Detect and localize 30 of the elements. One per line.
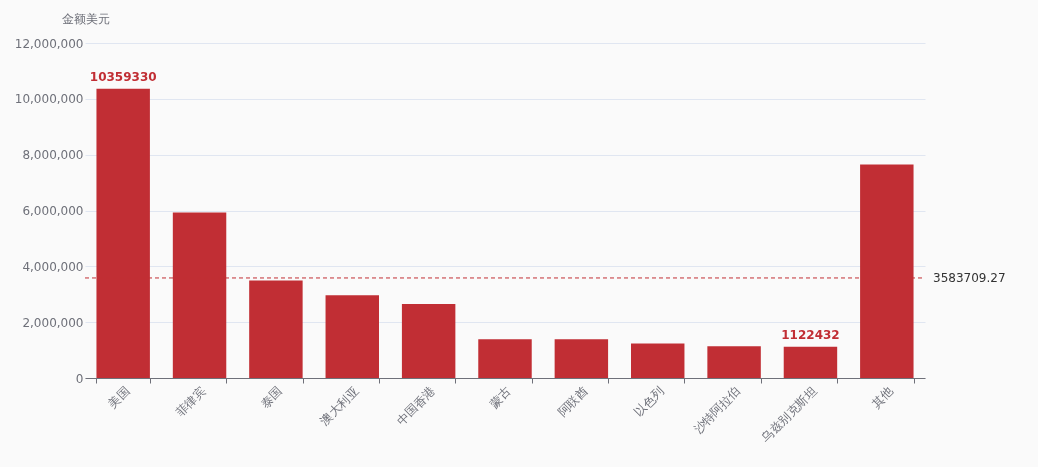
x-tick-label: 以色列	[631, 384, 667, 420]
y-tick-label: 6,000,000	[22, 204, 84, 218]
y-tick-label: 2,000,000	[22, 315, 84, 330]
x-tick-label: 菲律宾	[173, 384, 209, 420]
ref-line-label: 3583709.27	[933, 270, 1006, 285]
x-tick-label: 乌兹别克斯坦	[758, 384, 820, 445]
y-tick-label: 10,000,000	[14, 92, 84, 107]
bar	[707, 346, 761, 378]
x-tick-label: 阿联酋	[554, 384, 591, 420]
x-tick-label: 其他	[868, 384, 896, 411]
x-tick-label: 蒙古	[487, 384, 514, 411]
bar	[554, 339, 609, 378]
bar	[631, 343, 685, 378]
x-tick-label: 澳大利亚	[317, 384, 362, 428]
annotation: 1122432	[781, 327, 840, 342]
x-tick-label: 美国	[105, 384, 133, 411]
x-tick-label: 沙特阿拉伯	[690, 384, 744, 437]
y-tick-label: 0	[75, 371, 84, 386]
annotation: 10359330	[89, 69, 157, 84]
y-tick-label: 4,000,000	[22, 259, 84, 274]
x-tick-label: 中国香港	[393, 384, 438, 428]
y-tick-label: 8,000,000	[22, 148, 84, 163]
y-tick-label: 12,000,000	[14, 36, 84, 51]
bar	[783, 346, 838, 378]
bar	[478, 339, 532, 378]
bar	[401, 304, 456, 378]
y-axis-title: 金额美元	[61, 11, 110, 26]
bar	[249, 280, 303, 378]
bar	[325, 295, 379, 378]
x-tick-label: 泰国	[258, 384, 285, 411]
